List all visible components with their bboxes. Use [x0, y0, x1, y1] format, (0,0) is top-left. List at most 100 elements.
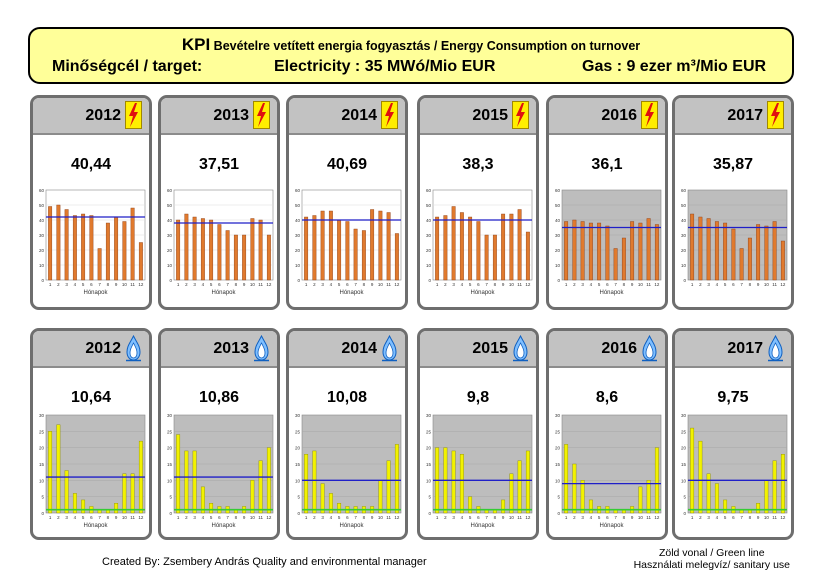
- bar-month-5: [81, 213, 86, 281]
- gas-panel-2012: 2012 10,64 0 5 10 15 20 25 30 1 2 3 4 5 6 7 8 9 10 11 12 Hóna…: [30, 328, 152, 540]
- panel-year: 2015: [472, 340, 508, 357]
- panel-year: 2016: [601, 107, 637, 124]
- bar-month-5: [337, 219, 342, 281]
- bar-month-3: [706, 473, 711, 514]
- bar-month-9: [114, 502, 119, 514]
- x-tick-label: 7: [354, 515, 357, 520]
- x-tick-label: 12: [394, 515, 400, 520]
- bar-month-1: [564, 221, 569, 281]
- x-tick-label: 11: [772, 515, 777, 520]
- bar-month-9: [114, 216, 119, 281]
- y-tick-label: 10: [681, 263, 687, 268]
- bar-month-4: [588, 222, 593, 281]
- x-axis-title: Hónapok: [211, 523, 236, 529]
- bar-month-5: [337, 502, 342, 514]
- kpi-prefix: KPI: [181, 35, 211, 54]
- bar-month-8: [492, 234, 497, 281]
- x-axis-title: Hónapok: [211, 290, 236, 296]
- bar-month-1: [176, 219, 181, 281]
- x-tick-label: 9: [502, 515, 505, 520]
- lightning-bolt: [771, 103, 780, 127]
- bar-month-5: [597, 222, 602, 281]
- lightning-bolt-svg: [381, 101, 398, 129]
- lightning-bolt: [129, 103, 138, 127]
- bar-month-7: [739, 248, 744, 281]
- panel-header: 2015: [420, 98, 536, 135]
- x-tick-label: 3: [65, 282, 68, 287]
- x-tick-label: 3: [65, 515, 68, 520]
- x-tick-label: 1: [177, 515, 180, 520]
- x-tick-label: 8: [749, 515, 752, 520]
- bar-month-10: [764, 225, 769, 281]
- bar-month-9: [756, 224, 761, 281]
- x-tick-label: 7: [354, 282, 357, 287]
- panel-kpi-value: 36,1: [591, 156, 623, 173]
- panel-kpi-value: 9,75: [717, 389, 749, 406]
- x-tick-label: 3: [193, 515, 196, 520]
- x-tick-label: 4: [590, 282, 593, 287]
- lightning-bolt-icon: [381, 101, 398, 129]
- electricity-panel-2015: 2015 38,3 0 10 20 30 40 50 60 1 2 3 4 5 6 7 8 9 10 11 12 Hóna…: [417, 95, 539, 310]
- bar-month-2: [184, 213, 189, 281]
- gas-flame-icon: [381, 334, 398, 362]
- green-line-legend: Zöld vonal / Green line Használati meleg…: [634, 547, 790, 571]
- x-tick-label: 6: [477, 515, 480, 520]
- y-tick-label: 5: [557, 495, 560, 500]
- lightning-bolt-svg: [253, 101, 270, 129]
- x-tick-label: 8: [235, 515, 238, 520]
- bar-month-4: [459, 212, 464, 281]
- bar-month-12: [266, 447, 271, 514]
- bar-month-10: [250, 218, 255, 281]
- bar-month-7: [353, 228, 358, 281]
- x-tick-label: 3: [321, 282, 324, 287]
- bar-month-1: [564, 444, 569, 514]
- x-axis-title: Hónapok: [470, 523, 495, 529]
- bar-month-7: [613, 248, 618, 281]
- y-tick-label: 10: [555, 478, 561, 483]
- bar-month-9: [501, 499, 506, 514]
- x-tick-label: 6: [732, 515, 735, 520]
- y-tick-label: 25: [295, 429, 301, 434]
- lightning-bolt: [516, 103, 525, 127]
- x-tick-label: 3: [581, 515, 584, 520]
- lightning-bolt-icon: [767, 101, 784, 129]
- x-tick-label: 4: [461, 515, 464, 520]
- panel-header: 2013: [161, 331, 277, 368]
- x-tick-label: 3: [321, 515, 324, 520]
- x-tick-label: 3: [707, 282, 710, 287]
- panel-header: 2017: [675, 331, 791, 368]
- bar-month-5: [209, 502, 214, 514]
- y-tick-label: 10: [555, 263, 561, 268]
- x-tick-label: 2: [185, 515, 188, 520]
- gas-flame-icon: [641, 334, 658, 362]
- x-axis-title: Hónapok: [470, 290, 495, 296]
- x-tick-label: 4: [716, 515, 719, 520]
- bar-month-4: [72, 215, 77, 281]
- bar-month-1: [435, 216, 440, 281]
- bar-month-12: [780, 453, 785, 514]
- x-tick-label: 7: [98, 515, 101, 520]
- x-tick-label: 8: [235, 282, 238, 287]
- x-tick-label: 5: [469, 515, 472, 520]
- y-tick-label: 30: [555, 233, 561, 238]
- x-tick-label: 12: [654, 282, 660, 287]
- bar-month-2: [572, 219, 577, 281]
- y-tick-label: 60: [555, 188, 561, 193]
- x-tick-label: 1: [565, 282, 568, 287]
- x-tick-label: 9: [631, 282, 634, 287]
- y-tick-label: 60: [295, 188, 301, 193]
- x-tick-label: 5: [724, 515, 727, 520]
- y-tick-label: 0: [557, 511, 560, 516]
- bar-month-9: [501, 213, 506, 281]
- x-tick-label: 4: [716, 282, 719, 287]
- legend-line-1: Zöld vonal / Green line: [658, 547, 765, 559]
- x-tick-label: 10: [764, 282, 770, 287]
- panel-year: 2013: [213, 107, 249, 124]
- bar-month-2: [698, 216, 703, 281]
- bar-month-3: [64, 470, 69, 514]
- bar-month-11: [517, 460, 522, 514]
- bar-month-12: [780, 240, 785, 281]
- y-tick-label: 0: [428, 511, 431, 516]
